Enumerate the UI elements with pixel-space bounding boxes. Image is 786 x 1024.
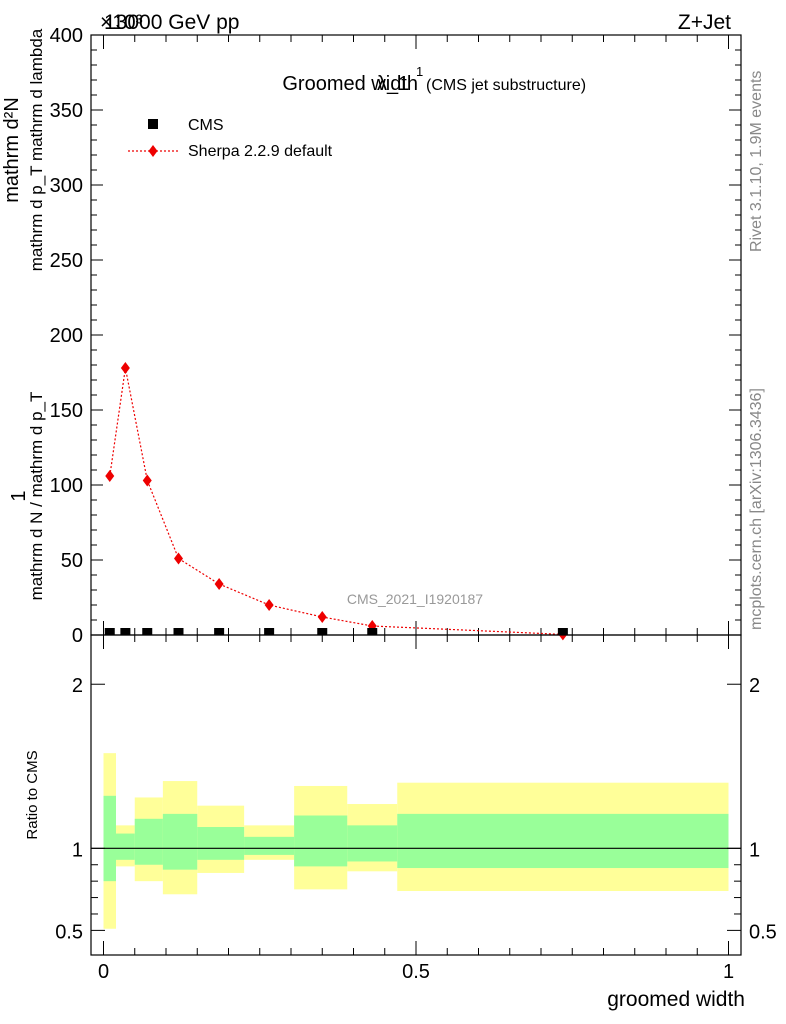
ratio-inner-band [347,825,398,862]
cms-point [173,628,184,635]
plot-subtitle: (CMS jet substructure) [426,77,586,94]
ratio-inner-band [294,815,348,867]
main-y-tick-label: 100 [50,475,83,497]
ratio-y-tick-label-right: 1 [749,839,760,861]
main-y-tick-label: 50 [61,550,83,572]
main-y-tick-label: 400 [50,25,83,47]
main-y-axis: 0 50 100 150 200 250 300 350 400 [50,25,741,647]
main-y-tick-label: 150 [50,400,83,422]
ratio-panel: 0.5 0.51 12 2 0 0.5 1 Ratio to CMS groomed wi… [24,634,777,1011]
sherpa-point [214,578,224,590]
exponent-label: ×10³ [100,11,143,34]
mcplots-label: mcplots.cern.ch [arXiv:1306.3436] [748,388,765,630]
plot-title-symbol: λ_1 [377,73,409,95]
main-y-tick-label: 350 [50,100,83,122]
legend-sherpa-marker [148,145,158,157]
ratio-x-tick-label: 0.5 [402,961,430,983]
sherpa-point [105,470,115,482]
cms-point [142,628,153,635]
rivet-label: Rivet 3.1.10, 1.9M events [748,71,765,252]
ratio-ylabel: Ratio to CMS [24,750,41,839]
ratio-x-tick-label: 0 [98,961,109,983]
x-axis-label: groomed width [607,988,745,1011]
cms-point [120,628,131,635]
ylabel-numerator: mathrm d²N [1,97,23,203]
ratio-inner-band [197,827,245,860]
main-y-axis-label: 1 mathrm d N / mathrm d p_T mathrm d²N m… [1,28,46,600]
legend-sherpa-label: Sherpa 2.2.9 default [188,143,333,160]
cms-point [367,628,378,635]
cms-point [104,628,115,635]
ylabel-norm: mathrm d N / mathrm d p_T [27,392,46,601]
beam-label: 13000 GeV pp [104,11,239,34]
analysis-watermark: CMS_2021_I1920187 [347,591,483,607]
main-y-tick-label: 0 [72,625,83,647]
sherpa-point [264,599,274,611]
main-y-tick-label: 300 [50,175,83,197]
ratio-y-axis: 0.5 0.5 1 1 2 2 [55,675,777,943]
ratio-y-tick-label: 0.5 [55,921,83,943]
legend-cms-label: CMS [188,117,224,134]
sherpa-point [120,362,130,374]
cms-point [557,628,568,635]
ratio-y-tick-label-right: 0.5 [749,921,777,943]
ratio-inner-band [134,818,163,865]
ratio-y-tick-label: 2 [72,675,83,697]
main-panel: 0 50 100 150 200 250 300 350 400 Groomed width λ… [1,25,742,647]
ratio-inner-band [397,813,729,869]
sherpa-point [174,552,183,565]
ylabel-one: 1 [8,490,30,501]
main-data [104,362,568,641]
main-x-ticks [103,35,729,635]
cms-point [214,628,225,635]
main-y-tick-label: 200 [50,325,83,347]
ratio-inner-band [244,836,295,855]
legend-cms-marker [148,119,158,129]
sherpa-point [142,474,152,487]
cms-point [264,628,275,635]
ratio-y-tick-label-right: 2 [749,675,760,697]
ylabel-denominator: mathrm d p_T mathrm d lambda [27,28,46,271]
cms-point [317,628,328,635]
plot-title-sup: 1 [416,64,423,79]
ratio-inner-band [103,795,116,882]
sherpa-line [109,367,563,635]
process-label: Z+Jet [678,11,731,34]
main-y-tick-label: 250 [50,250,83,272]
ratio-y-tick-label: 1 [72,839,83,861]
ratio-x-axis: 0 0.5 1 [98,635,734,983]
sherpa-point [317,611,327,623]
plot-title: Groomed width [282,73,418,95]
ratio-bands [91,753,741,929]
ratio-inner-band [116,833,135,860]
ratio-inner-band [162,813,198,870]
ratio-x-tick-label: 1 [723,961,734,983]
legend: CMS Sherpa 2.2.9 default [128,117,333,160]
